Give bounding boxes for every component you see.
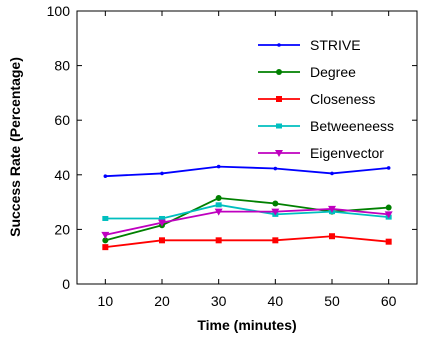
legend-item: Betweeneess [258, 118, 394, 134]
x-axis-title: Time (minutes) [197, 317, 296, 333]
data-point [385, 238, 392, 245]
data-point [102, 215, 109, 221]
data-point [102, 244, 109, 251]
data-point [160, 171, 164, 176]
legend-label: Degree [310, 64, 356, 80]
data-point [273, 166, 278, 171]
legend-label: Betweeneess [310, 118, 394, 134]
x-tick-label: 40 [268, 293, 284, 309]
y-tick-label: 0 [62, 276, 70, 292]
legend-marker [276, 123, 282, 129]
series-line [105, 203, 389, 220]
legend-marker [275, 150, 283, 157]
data-point [329, 233, 335, 240]
data-point [159, 237, 165, 244]
legend: STRIVE Degree Closeness Betweeneess Eigenvec… [258, 37, 394, 161]
x-tick-label: 60 [381, 293, 397, 309]
data-point [215, 195, 222, 202]
legend-label: Eigenvector [310, 145, 384, 161]
series-line [105, 208, 389, 236]
x-tick-label: 10 [98, 293, 114, 309]
data-point [215, 202, 222, 208]
data-point [101, 231, 110, 239]
y-tick-label: 80 [54, 58, 70, 74]
series-eigenvector [101, 205, 393, 239]
legend-item: STRIVE [258, 37, 361, 53]
data-point [328, 205, 336, 213]
y-axis: 0 20 40 60 80 100 [47, 3, 417, 292]
series-closeness [102, 233, 392, 251]
legend-marker [276, 96, 282, 102]
data-point [216, 164, 221, 169]
data-point [385, 204, 392, 211]
y-tick-label: 100 [47, 3, 71, 19]
legend-item: Eigenvector [258, 145, 384, 161]
series-strive [103, 164, 391, 178]
x-tick-label: 50 [324, 293, 340, 309]
legend-label: STRIVE [310, 37, 361, 53]
x-tick-label: 30 [211, 293, 227, 309]
x-tick-label: 20 [154, 293, 170, 309]
data-point [271, 208, 280, 216]
legend-item: Closeness [258, 91, 375, 107]
series-line [105, 165, 389, 178]
legend-marker [276, 69, 282, 75]
data-point [103, 174, 108, 178]
data-point [102, 237, 109, 244]
data-point [272, 200, 279, 207]
data-point [386, 166, 391, 170]
legend-marker [277, 43, 281, 47]
data-point [272, 237, 279, 244]
series-layer [101, 164, 393, 251]
data-point [214, 208, 223, 216]
data-point [158, 219, 166, 227]
y-tick-label: 40 [54, 167, 70, 183]
series-line [105, 197, 389, 242]
legend-label: Closeness [310, 91, 375, 107]
data-point [159, 215, 165, 221]
data-point [215, 237, 222, 244]
series-line [105, 235, 389, 249]
data-point [330, 171, 334, 176]
legend-item: Degree [258, 64, 356, 80]
data-point [384, 211, 393, 219]
y-axis-title: Success Rate (Percentage) [7, 57, 23, 237]
y-tick-label: 20 [54, 221, 70, 237]
x-axis: 10 20 30 40 50 60 [98, 11, 397, 309]
y-tick-label: 60 [54, 112, 70, 128]
